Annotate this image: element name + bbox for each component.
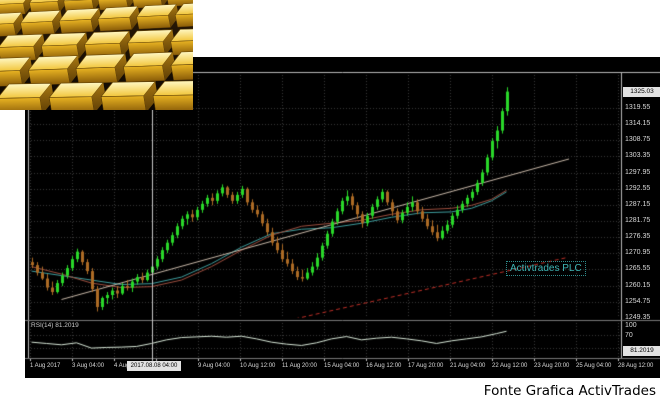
time-axis-label: 9 Aug 04:00 [198, 363, 231, 369]
price-chart-canvas [25, 57, 660, 378]
time-axis-label: 10 Aug 12:00 [240, 363, 276, 369]
price-axis-label: 1308.75 [625, 136, 651, 144]
current-price-box: 1325.03 [623, 86, 660, 97]
time-axis-label: 3 Aug 04:00 [72, 363, 105, 369]
time-axis-label: 23 Aug 20:00 [534, 363, 570, 369]
price-axis-label: 1265.55 [625, 265, 651, 273]
current-rsi-box: 81.2019 [623, 346, 660, 356]
time-axis-label: 15 Aug 04:00 [324, 363, 360, 369]
image-caption: Fonte Grafica ActivTrades [483, 383, 656, 399]
price-axis-label: 1297.95 [625, 168, 651, 176]
price-axis-label: 1281.75 [625, 217, 651, 225]
time-axis-label: 22 Aug 12:00 [492, 363, 528, 369]
time-axis-label: 17 Aug 20:00 [408, 363, 444, 369]
trading-chart: RSI(14) 81.2019 Activtrades PLC 1325.03 … [25, 57, 660, 378]
gold-bars-image [0, 0, 193, 110]
time-axis-label: 25 Aug 04:00 [576, 363, 612, 369]
price-axis-label: 1314.15 [625, 120, 651, 128]
price-axis-label: 1276.35 [625, 233, 651, 241]
rsi-axis-label: 100 [625, 322, 637, 329]
time-axis-label: 16 Aug 12:00 [366, 363, 402, 369]
price-axis-label: 1254.75 [625, 297, 651, 305]
price-axis-label: 1270.95 [625, 249, 651, 257]
time-axis-label: 11 Aug 20:00 [282, 363, 317, 369]
time-axis-label: 1 Aug 2017 [30, 363, 61, 369]
price-axis-label: 1249.35 [625, 313, 651, 321]
price-axis-label: 1303.35 [625, 152, 651, 160]
indicator-label: RSI(14) 81.2019 [31, 322, 79, 329]
gold-bars-illustration [0, 0, 193, 110]
price-axis-label: 1319.55 [625, 104, 651, 111]
rsi-axis-label: 70 [625, 331, 633, 339]
broker-watermark: Activtrades PLC [506, 261, 586, 276]
crosshair-time-box: 2017.08.08 04:00 [127, 361, 181, 371]
price-axis-label: 1287.15 [625, 200, 651, 208]
price-axis-label: 1292.55 [625, 184, 651, 192]
price-axis-label: 1260.15 [625, 281, 651, 289]
time-axis-label: 28 Aug 12:00 [618, 363, 654, 369]
time-axis-label: 21 Aug 04:00 [450, 363, 486, 369]
